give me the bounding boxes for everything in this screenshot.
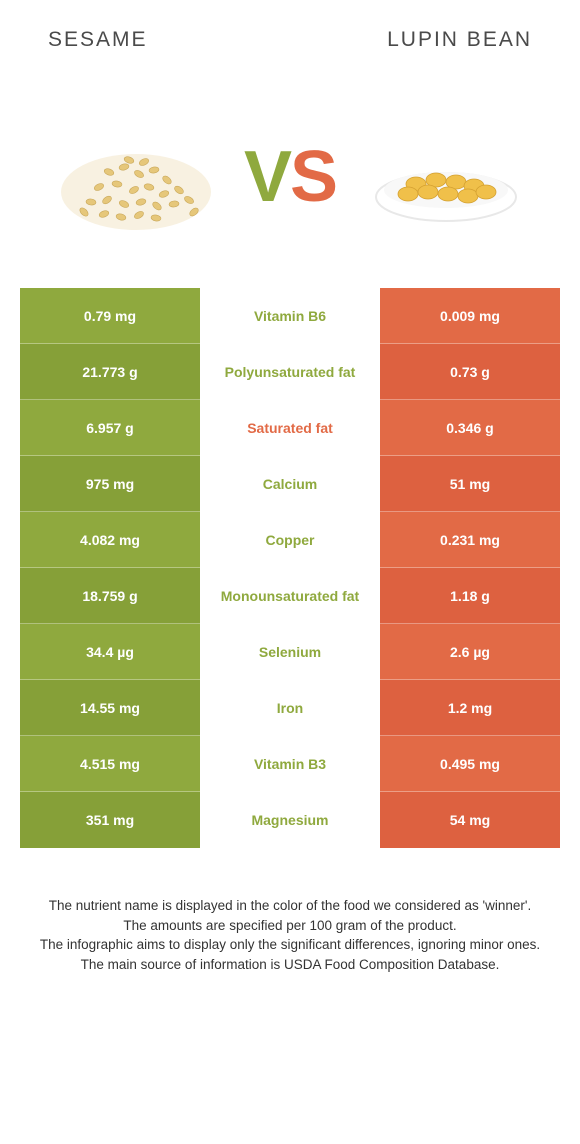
right-value: 0.346 g (380, 400, 560, 456)
table-row: 14.55 mgIron1.2 mg (20, 680, 560, 736)
vs-v: V (244, 136, 290, 218)
left-value: 4.082 mg (20, 512, 200, 568)
left-value: 351 mg (20, 792, 200, 848)
table-row: 6.957 gSaturated fat0.346 g (20, 400, 560, 456)
table-row: 18.759 gMonounsaturated fat1.18 g (20, 568, 560, 624)
nutrient-name: Calcium (200, 456, 380, 512)
left-value: 14.55 mg (20, 680, 200, 736)
nutrient-name: Iron (200, 680, 380, 736)
footer-line: The infographic aims to display only the… (28, 935, 552, 955)
left-value: 975 mg (20, 456, 200, 512)
footer-notes: The nutrient name is displayed in the co… (0, 848, 580, 974)
left-value: 34.4 µg (20, 624, 200, 680)
right-value: 51 mg (380, 456, 560, 512)
nutrient-name: Copper (200, 512, 380, 568)
right-value: 0.495 mg (380, 736, 560, 792)
right-value: 0.231 mg (380, 512, 560, 568)
right-value: 2.6 µg (380, 624, 560, 680)
left-value: 6.957 g (20, 400, 200, 456)
table-row: 21.773 gPolyunsaturated fat0.73 g (20, 344, 560, 400)
nutrient-name: Vitamin B6 (200, 288, 380, 344)
footer-line: The main source of information is USDA F… (28, 955, 552, 975)
sesame-image (49, 112, 224, 242)
lupin-image (356, 112, 531, 242)
right-value: 0.73 g (380, 344, 560, 400)
table-row: 4.515 mgVitamin B30.495 mg (20, 736, 560, 792)
left-value: 21.773 g (20, 344, 200, 400)
right-value: 54 mg (380, 792, 560, 848)
comparison-header: SESAME LUPIN BEAN (0, 0, 580, 62)
table-row: 34.4 µgSelenium2.6 µg (20, 624, 560, 680)
food-left-title: SESAME (48, 28, 148, 52)
vs-label: VS (244, 136, 336, 218)
left-value: 4.515 mg (20, 736, 200, 792)
right-value: 1.2 mg (380, 680, 560, 736)
nutrient-name: Selenium (200, 624, 380, 680)
right-value: 1.18 g (380, 568, 560, 624)
vs-s: S (290, 136, 336, 218)
nutrient-name: Magnesium (200, 792, 380, 848)
nutrient-name: Saturated fat (200, 400, 380, 456)
nutrient-name: Monounsaturated fat (200, 568, 380, 624)
table-row: 975 mgCalcium51 mg (20, 456, 560, 512)
right-value: 0.009 mg (380, 288, 560, 344)
nutrient-name: Polyunsaturated fat (200, 344, 380, 400)
table-row: 4.082 mgCopper0.231 mg (20, 512, 560, 568)
table-row: 0.79 mgVitamin B60.009 mg (20, 288, 560, 344)
nutrient-table: 0.79 mgVitamin B60.009 mg21.773 gPolyuns… (20, 288, 560, 848)
left-value: 0.79 mg (20, 288, 200, 344)
footer-line: The nutrient name is displayed in the co… (28, 896, 552, 916)
food-right-title: LUPIN BEAN (387, 28, 532, 52)
footer-line: The amounts are specified per 100 gram o… (28, 916, 552, 936)
hero-row: VS (0, 62, 580, 282)
table-row: 351 mgMagnesium54 mg (20, 792, 560, 848)
nutrient-name: Vitamin B3 (200, 736, 380, 792)
left-value: 18.759 g (20, 568, 200, 624)
